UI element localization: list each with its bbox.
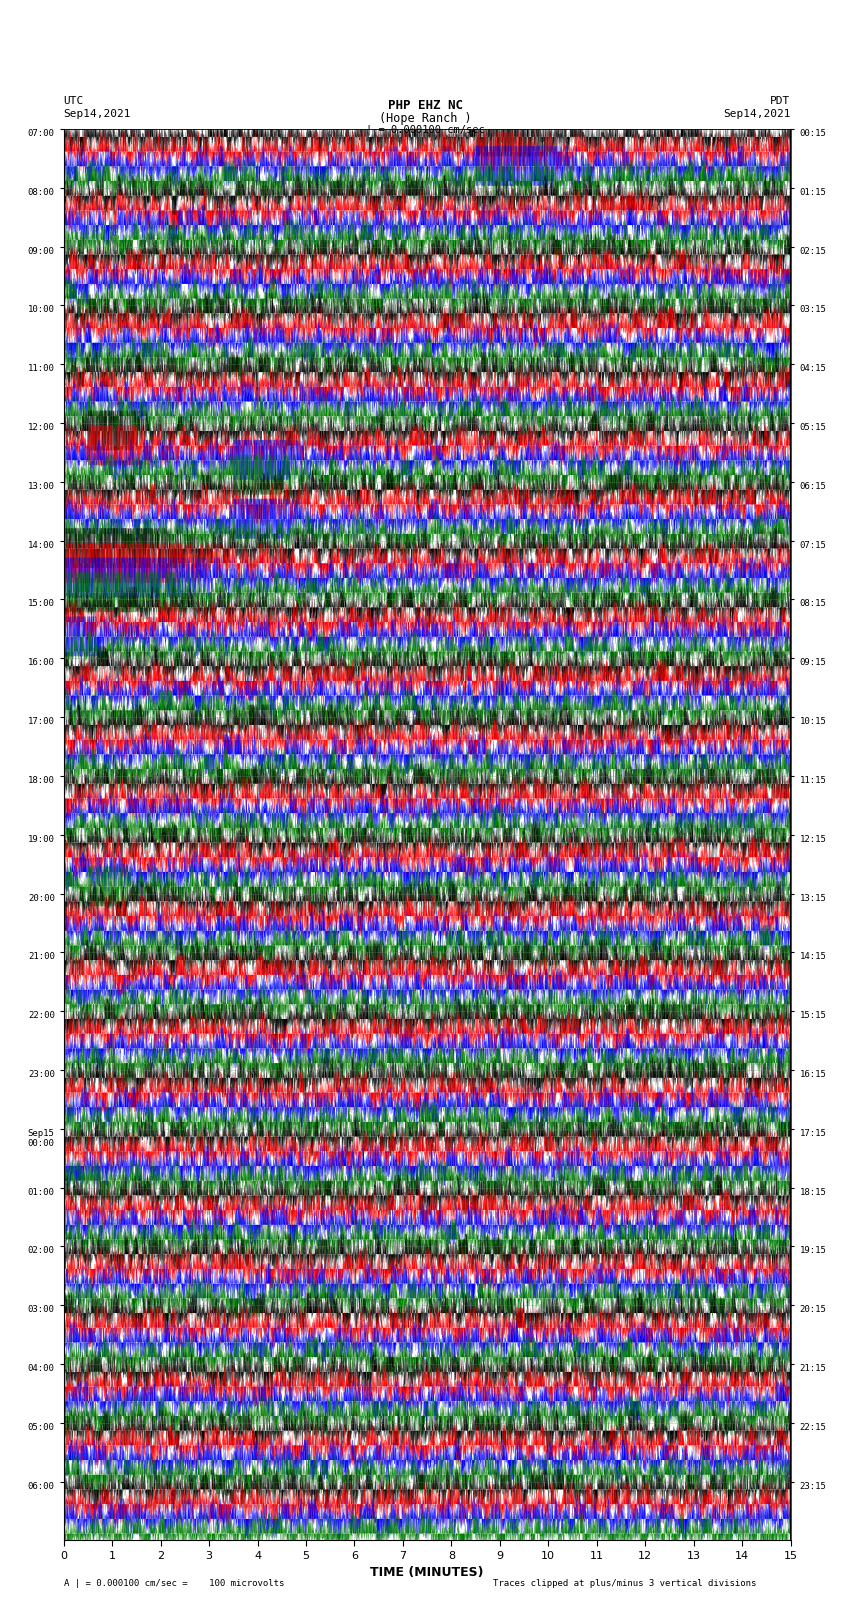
Text: (Hope Ranch ): (Hope Ranch ) xyxy=(379,111,471,126)
Text: | = 0.000100 cm/sec: | = 0.000100 cm/sec xyxy=(366,124,484,135)
Text: PHP EHZ NC: PHP EHZ NC xyxy=(388,98,462,113)
Text: Sep14,2021: Sep14,2021 xyxy=(723,110,791,119)
Text: PDT: PDT xyxy=(770,97,790,106)
Text: Sep14,2021: Sep14,2021 xyxy=(64,110,131,119)
Text: Traces clipped at plus/minus 3 vertical divisions: Traces clipped at plus/minus 3 vertical … xyxy=(493,1579,756,1589)
Text: UTC: UTC xyxy=(64,97,84,106)
Text: A | = 0.000100 cm/sec =    100 microvolts: A | = 0.000100 cm/sec = 100 microvolts xyxy=(64,1579,284,1589)
X-axis label: TIME (MINUTES): TIME (MINUTES) xyxy=(371,1566,484,1579)
